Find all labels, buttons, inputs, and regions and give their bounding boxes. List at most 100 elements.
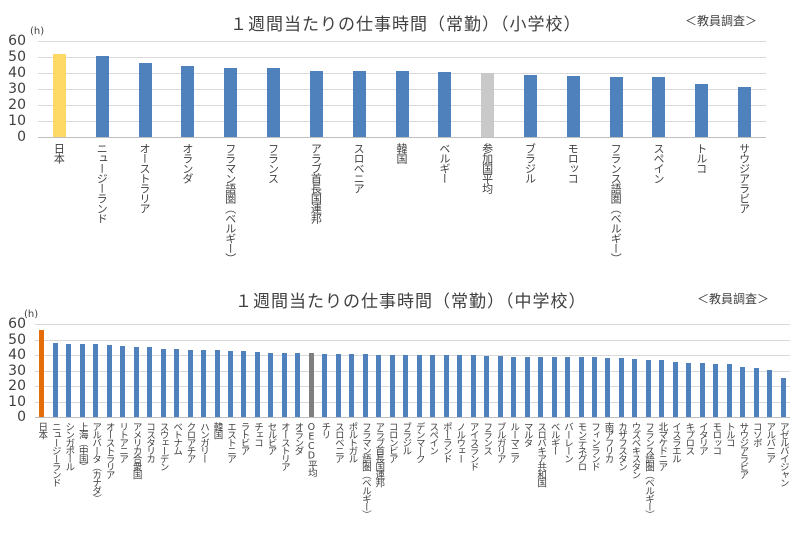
bar xyxy=(395,71,409,137)
x-category-label: フランス xyxy=(481,422,493,454)
bar xyxy=(95,55,109,137)
gridline xyxy=(35,324,790,325)
x-category-label: クロアチア xyxy=(184,422,196,462)
bar xyxy=(187,349,193,417)
bar xyxy=(322,353,328,417)
bar xyxy=(335,353,341,417)
bar xyxy=(738,86,752,137)
bar xyxy=(767,369,773,417)
x-category-label: バーレーン xyxy=(562,422,574,462)
x-category-label: エストニア xyxy=(224,422,236,462)
y-tick-label: 0 xyxy=(17,409,26,425)
x-category-label: ブラジル xyxy=(400,422,412,454)
gridline xyxy=(35,355,790,356)
bar xyxy=(632,359,638,417)
x-category-label: アラブ首長国連邦 xyxy=(373,422,385,486)
x-category-label: オーストラリア xyxy=(138,143,152,213)
x-category-label: フランス語圏（ベルギー） xyxy=(609,143,623,263)
bar xyxy=(609,76,623,137)
chart-title: １週間当たりの仕事時間（常勤）（小学校） xyxy=(230,15,582,35)
bar xyxy=(695,84,709,137)
y-tick-label: 50 xyxy=(8,331,26,348)
x-category-label: ベルギー xyxy=(548,422,560,454)
x-category-label: チリ xyxy=(319,422,331,438)
bar xyxy=(699,363,705,417)
bar xyxy=(376,354,382,417)
y-tick-label: 30 xyxy=(8,362,26,379)
bar xyxy=(362,354,368,417)
x-category-label: キプロス xyxy=(683,422,695,454)
bar xyxy=(349,354,355,417)
x-category-label: ポルトガル xyxy=(346,422,358,462)
x-category-label: ベトナム xyxy=(171,422,183,454)
chart-title: １週間当たりの仕事時間（常勤）（中学校） xyxy=(235,292,587,312)
x-category-label: アラブ首長国連邦 xyxy=(309,143,323,223)
y-tick-label: 30 xyxy=(8,81,26,97)
y-tick-label: 50 xyxy=(8,49,26,65)
survey-note: ＜教員調査＞ xyxy=(685,14,758,28)
x-category-label: トルコ xyxy=(723,422,735,446)
bar xyxy=(578,357,584,417)
bar xyxy=(566,76,580,137)
bar xyxy=(224,68,238,137)
primary-school-chart: １週間当たりの仕事時間（常勤）（小学校） ＜教員調査＞ (h) 0 10 20 30 4… xyxy=(8,14,766,263)
x-category-label: モロッコ xyxy=(566,143,580,183)
x-category-label: フィンランド xyxy=(589,422,600,470)
bar xyxy=(430,354,436,417)
bar xyxy=(538,356,544,417)
y-axis-unit: (h) xyxy=(30,26,45,37)
x-category-label: ルーマニア xyxy=(508,422,520,462)
y-tick-label: 10 xyxy=(8,113,26,129)
bar xyxy=(416,354,422,417)
x-category-label: モンテネグロ xyxy=(575,422,587,470)
x-category-label: スウェーデン xyxy=(157,422,169,470)
x-category-label: チェコ xyxy=(251,422,263,446)
bar xyxy=(309,70,323,137)
gridline xyxy=(35,386,790,387)
bar xyxy=(565,357,571,417)
x-category-label: スロバキア共和国 xyxy=(535,422,547,486)
bar xyxy=(592,357,597,417)
x-category-label: 韓国 xyxy=(395,143,408,163)
x-category-label: アルバニア xyxy=(764,422,776,462)
x-category-label: スロベニア xyxy=(352,143,366,193)
x-category-label: フラマン語圏（ベルギー） xyxy=(359,422,371,518)
gridline xyxy=(38,57,766,58)
x-category-label: 上海（中国） xyxy=(76,422,88,470)
bar xyxy=(753,368,759,417)
bar xyxy=(686,363,692,417)
bar xyxy=(652,76,666,137)
x-category-label: イスラエル xyxy=(669,422,681,462)
x-category-label: コロンビア xyxy=(386,422,398,462)
gridline xyxy=(35,401,790,403)
x-category-label: イタリア xyxy=(696,422,708,454)
y-tick-label: 60 xyxy=(8,33,26,49)
bar xyxy=(470,355,476,417)
bar xyxy=(267,68,281,137)
x-category-label: マルタ xyxy=(521,422,533,446)
x-category-label: コスタリカ xyxy=(144,422,156,462)
x-category-label: 南アフリカ xyxy=(602,422,614,462)
x-category-label: ウズベキスタン xyxy=(629,422,641,478)
bar xyxy=(659,359,665,417)
bar xyxy=(551,356,557,417)
bar xyxy=(484,356,490,417)
x-category-label: カザフスタン xyxy=(615,422,627,470)
bar xyxy=(352,71,366,137)
x-category-label: トルコ xyxy=(694,143,708,173)
x-category-label: フラマン語圏（ベルギー） xyxy=(223,143,237,263)
bar xyxy=(181,65,195,137)
x-category-label: オランダ xyxy=(292,422,304,454)
y-tick-label: 10 xyxy=(8,393,26,410)
bar xyxy=(713,363,719,417)
bar xyxy=(403,354,409,417)
x-category-label: モロッコ xyxy=(710,422,722,454)
x-category-label: ブルガリア xyxy=(494,422,506,462)
x-category-label: スペイン xyxy=(651,143,665,183)
x-category-label: デンマーク xyxy=(413,422,425,462)
bar xyxy=(160,348,166,417)
bar xyxy=(254,352,260,417)
bar xyxy=(523,75,537,137)
survey-note: ＜教員調査＞ xyxy=(697,292,770,306)
